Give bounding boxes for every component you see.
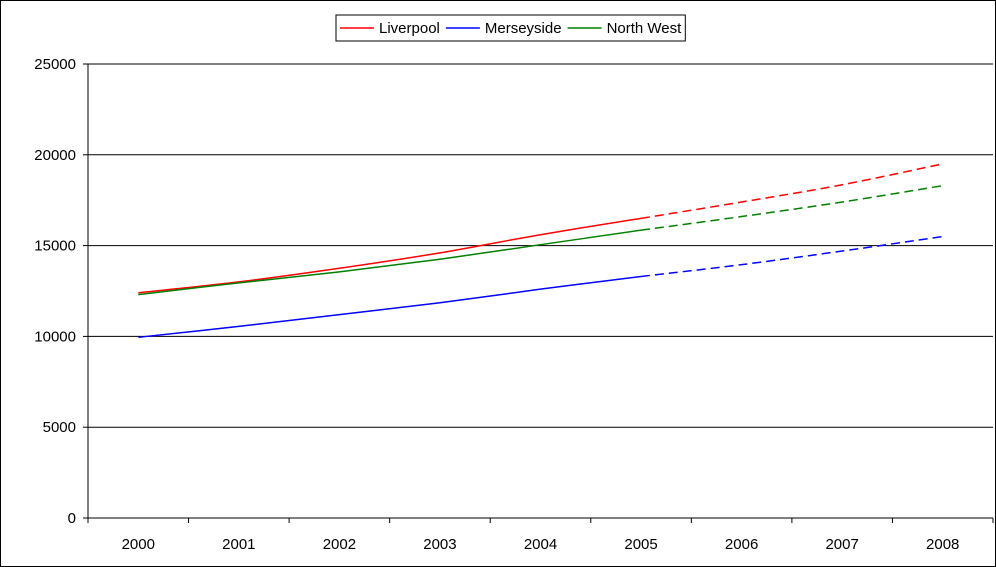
legend-label-liverpool: Liverpool bbox=[379, 20, 440, 37]
legend-label-merseyside: Merseyside bbox=[485, 20, 562, 37]
x-tick-label-2004: 2004 bbox=[524, 536, 557, 553]
legend-label-north-west: North West bbox=[607, 20, 683, 37]
y-tick-label-20000: 20000 bbox=[34, 147, 76, 164]
y-tick-label-25000: 25000 bbox=[34, 56, 76, 73]
x-tick-label-2000: 2000 bbox=[122, 536, 155, 553]
legend: Liverpool Merseyside North West bbox=[335, 14, 686, 42]
gridlines bbox=[88, 63, 993, 428]
x-tick-label-2002: 2002 bbox=[323, 536, 356, 553]
y-tick-label-10000: 10000 bbox=[34, 328, 76, 345]
x-tick-label-2008: 2008 bbox=[926, 536, 959, 553]
x-tick-label-2003: 2003 bbox=[423, 536, 456, 553]
y-tick-label-15000: 15000 bbox=[34, 238, 76, 255]
axes: 0 5000 10000 15000 20000 25000 2000 2001 2002 200… bbox=[34, 56, 994, 553]
x-tick-label-2001: 2001 bbox=[222, 536, 255, 553]
x-tick-label-2006: 2006 bbox=[725, 536, 758, 553]
y-tick-label-5000: 5000 bbox=[43, 419, 76, 436]
series-line-merseyside-actual bbox=[138, 275, 642, 339]
series-line-merseyside-projected bbox=[640, 235, 943, 278]
y-tick-label-0: 0 bbox=[68, 510, 76, 527]
series-lines bbox=[138, 163, 943, 339]
x-tick-label-2005: 2005 bbox=[624, 536, 657, 553]
x-tick-label-2007: 2007 bbox=[825, 536, 858, 553]
series-line-north-west-projected bbox=[640, 184, 943, 231]
series-line-north-west-actual bbox=[138, 229, 642, 296]
series-line-liverpool-actual bbox=[138, 217, 642, 294]
legend-box bbox=[335, 14, 686, 42]
series-line-liverpool-projected bbox=[640, 163, 943, 220]
